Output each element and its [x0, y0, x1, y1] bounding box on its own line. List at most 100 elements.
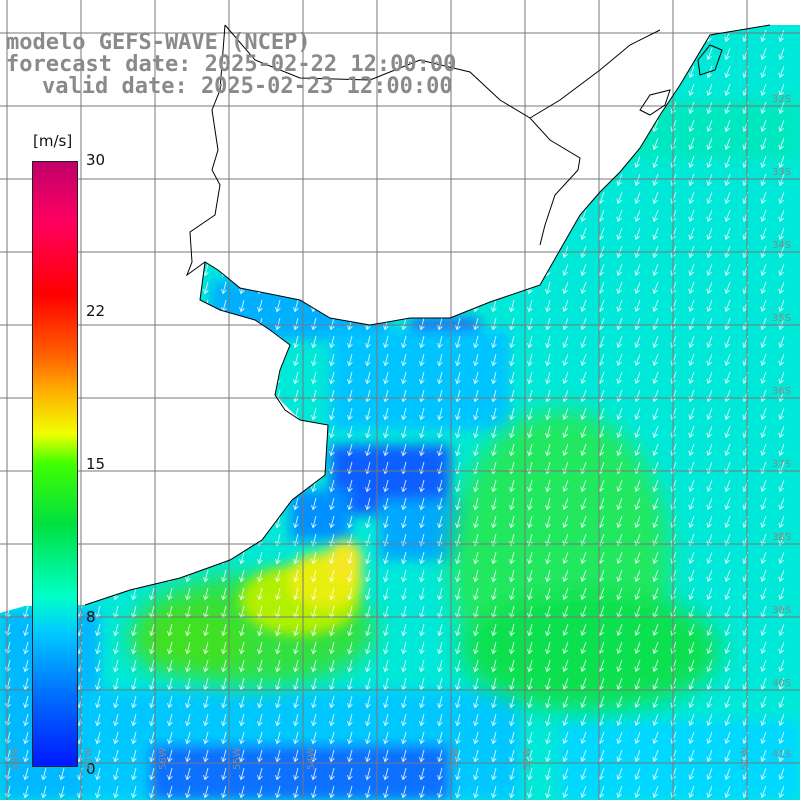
wind-arrow	[329, 173, 335, 187]
wind-arrow	[509, 605, 515, 619]
wind-arrow	[131, 461, 137, 475]
wind-arrow	[419, 281, 425, 295]
wind-arrow	[778, 785, 785, 799]
wind-arrow	[221, 731, 227, 745]
wind-arrow	[509, 695, 515, 709]
wind-arrow	[257, 101, 263, 115]
wind-arrow	[293, 425, 299, 439]
wind-arrow	[724, 83, 731, 97]
wind-arrow	[455, 209, 461, 223]
wind-arrow	[131, 281, 137, 295]
wind-arrow	[77, 227, 83, 241]
wind-arrow	[527, 569, 533, 583]
wind-arrow	[113, 101, 119, 115]
wind-arrow	[419, 335, 425, 349]
wind-arrow	[239, 785, 245, 799]
wind-arrow	[616, 713, 623, 727]
wind-arrow	[257, 353, 263, 367]
wind-arrow	[401, 587, 407, 601]
wind-arrow	[23, 569, 29, 583]
wind-arrow	[616, 263, 623, 277]
wind-arrow	[23, 551, 29, 565]
wind-arrow	[437, 713, 443, 727]
wind-arrow	[545, 389, 551, 403]
wind-arrow	[77, 155, 83, 169]
wind-arrow	[616, 587, 623, 601]
wind-arrow	[293, 569, 299, 583]
wind-arrow	[383, 479, 389, 493]
wind-arrow	[562, 191, 569, 205]
wind-arrow	[580, 569, 587, 583]
wind-arrow	[401, 443, 407, 457]
wind-arrow	[401, 101, 407, 115]
wind-arrow	[455, 569, 461, 583]
wind-arrow	[41, 767, 47, 781]
wind-arrow	[95, 137, 101, 151]
wind-arrow	[545, 605, 551, 619]
wind-arrow	[113, 317, 119, 331]
wind-arrow	[365, 209, 371, 223]
wind-arrow	[419, 641, 425, 655]
wind-arrow	[760, 443, 767, 457]
wind-arrow	[203, 335, 209, 349]
wind-arrow	[634, 659, 641, 673]
wind-arrow	[491, 749, 497, 763]
wind-arrow	[419, 749, 425, 763]
wind-arrow	[688, 425, 695, 439]
wind-arrow	[347, 353, 353, 367]
wind-arrow	[580, 29, 587, 43]
wind-arrow	[257, 623, 263, 637]
wind-arrow	[473, 137, 479, 151]
wind-arrow	[688, 227, 695, 241]
wind-arrow	[652, 65, 659, 79]
wind-arrow	[131, 497, 137, 511]
wind-arrow	[437, 443, 443, 457]
wind-arrow	[778, 533, 785, 547]
wind-arrow	[616, 227, 623, 241]
wind-arrow	[491, 101, 497, 115]
wind-arrow	[580, 155, 587, 169]
wind-arrow	[760, 263, 767, 277]
wind-arrow	[545, 623, 551, 637]
wind-arrow	[401, 569, 407, 583]
wind-arrow	[562, 515, 569, 529]
wind-arrow	[311, 785, 317, 799]
wind-arrow	[616, 533, 623, 547]
wind-arrow	[652, 191, 659, 205]
wind-arrow	[275, 173, 281, 187]
wind-arrow	[131, 749, 137, 763]
wind-arrow	[329, 623, 335, 637]
wind-arrow	[149, 227, 155, 241]
wind-arrow	[652, 155, 659, 169]
wind-arrow	[688, 515, 695, 529]
wind-arrow	[473, 749, 479, 763]
wind-arrow	[545, 749, 551, 763]
wind-arrow	[724, 533, 731, 547]
wind-arrow	[545, 785, 551, 799]
wind-arrow	[347, 299, 353, 313]
wind-arrow	[724, 443, 731, 457]
wind-arrow	[724, 209, 731, 223]
wind-arrow	[239, 767, 245, 781]
wind-arrow	[527, 83, 533, 97]
wind-arrow	[616, 569, 623, 583]
wind-arrow	[562, 425, 569, 439]
wind-arrow	[131, 569, 137, 583]
wind-arrow	[455, 641, 461, 655]
wind-arrow	[473, 569, 479, 583]
wind-arrow	[491, 389, 497, 403]
wind-arrow	[509, 227, 515, 241]
wind-arrow	[113, 623, 119, 637]
wind-arrow	[365, 137, 371, 151]
wind-arrow	[598, 101, 605, 115]
wind-arrow	[293, 443, 299, 457]
wind-arrow	[634, 551, 641, 565]
wind-arrow	[473, 695, 479, 709]
wind-arrow	[239, 425, 245, 439]
wind-arrow	[5, 407, 11, 421]
wind-arrow	[545, 317, 551, 331]
wind-arrow	[437, 317, 443, 331]
wind-arrow	[239, 497, 245, 511]
wind-arrow	[23, 461, 29, 475]
wind-arrow	[545, 713, 551, 727]
